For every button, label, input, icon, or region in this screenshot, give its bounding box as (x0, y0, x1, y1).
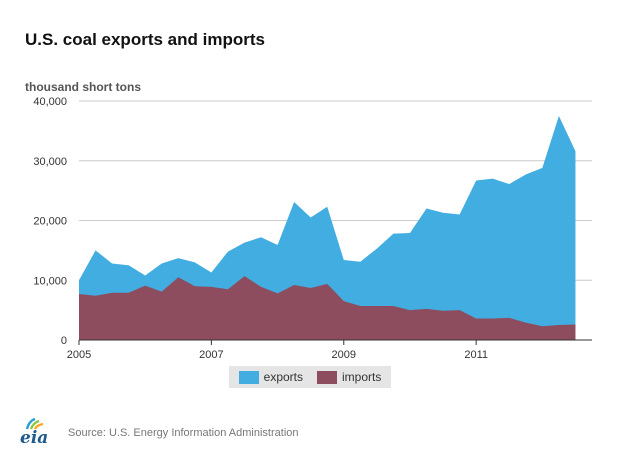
y-tick-label-2: 20,000 (33, 216, 67, 228)
x-tick-label-1: 2007 (199, 349, 223, 361)
legend: exports imports (229, 366, 391, 388)
x-tick-label-0: 2005 (67, 349, 91, 361)
chart-title: U.S. coal exports and imports (25, 30, 265, 49)
x-tick-label-2: 2009 (332, 349, 356, 361)
legend-item-exports[interactable]: exports (238, 370, 303, 384)
y-tick-label-3: 30,000 (33, 156, 67, 168)
eia-logo-mark-icon (25, 417, 44, 430)
legend-label-exports: exports (263, 370, 303, 384)
y-axis-ticks: 0 10,000 20,000 30,000 40,000 (33, 96, 67, 347)
area-series-layer (79, 115, 576, 340)
y-axis-unit-label: thousand short tons (25, 80, 141, 94)
x-tick-label-3: 2011 (464, 349, 488, 361)
legend-label-imports: imports (342, 370, 382, 384)
eia-logo-text: eia (20, 428, 49, 448)
footer: eia Source: U.S. Energy Information Admi… (20, 417, 299, 448)
y-tick-label-0: 0 (61, 335, 67, 347)
area-exports (79, 115, 576, 340)
eia-logo: eia (20, 417, 54, 448)
legend-swatch-imports (317, 370, 337, 384)
x-axis-ticks: 2005 2007 2009 2011 (67, 340, 488, 361)
y-tick-label-1: 10,000 (33, 275, 67, 287)
legend-swatch-exports (238, 370, 259, 384)
area-imports (79, 276, 576, 340)
legend-item-imports[interactable]: imports (317, 370, 381, 384)
source-note: Source: U.S. Energy Information Administ… (68, 427, 299, 439)
y-tick-label-4: 40,000 (33, 96, 67, 108)
